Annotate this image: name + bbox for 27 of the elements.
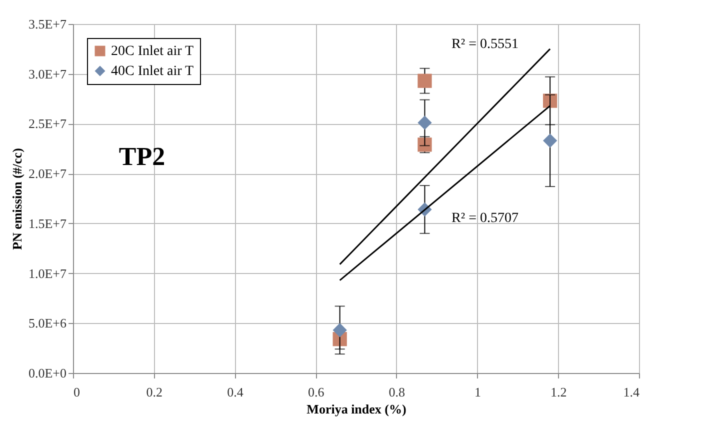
y-tick-label: 1.5E+7	[28, 216, 67, 231]
y-axis-title: PN emission (#/cc)	[9, 148, 24, 250]
y-tick-label: 2.5E+7	[28, 116, 67, 132]
y-tick-label: 2.0E+7	[28, 166, 67, 182]
y-tick-label: 3.5E+7	[28, 16, 67, 32]
annotation: R² = 0.5551	[452, 37, 518, 52]
y-tick-label: 5.0E+6	[28, 316, 67, 331]
annotation: TP2	[118, 142, 166, 171]
point	[418, 74, 432, 88]
point	[332, 323, 347, 338]
point	[542, 134, 558, 148]
y-tick-label: 0.0E+0	[28, 366, 66, 380]
annotation: R² = 0.5707	[452, 211, 518, 226]
x-tick-label: 1	[474, 384, 482, 400]
y-tick-label: 3.0E+7	[28, 66, 67, 82]
x-tick-label: 0	[74, 384, 80, 400]
point	[418, 116, 432, 130]
x-tick-label: 1.2	[550, 384, 567, 400]
x-tick-label: 0.4	[227, 384, 244, 400]
x-tick-label: 0.2	[146, 384, 162, 400]
x-axis-title: Moriya index (%)	[306, 402, 406, 416]
legend-label: 40C Inlet air T	[111, 64, 194, 79]
x-tick-label: 1.4	[623, 384, 640, 400]
legend-label: 20C Inlet air T	[111, 44, 194, 59]
x-tick-label: 0.8	[388, 384, 406, 400]
x-tick-label: 0.6	[308, 384, 325, 400]
y-tick-label: 1.0E+7	[28, 266, 67, 281]
